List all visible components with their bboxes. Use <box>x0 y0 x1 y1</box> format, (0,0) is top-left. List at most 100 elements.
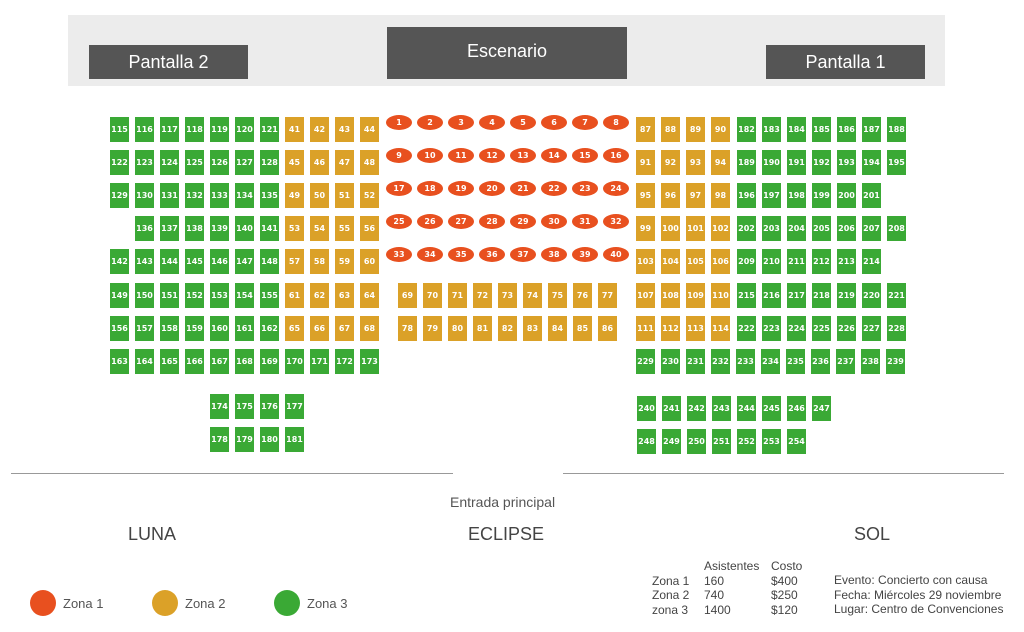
seat-200[interactable]: 200 <box>837 183 856 208</box>
seat-135[interactable]: 135 <box>260 183 279 208</box>
seat-148[interactable]: 148 <box>260 249 279 274</box>
seat-10[interactable]: 10 <box>417 148 443 163</box>
seat-198[interactable]: 198 <box>787 183 806 208</box>
seat-194[interactable]: 194 <box>862 150 881 175</box>
seat-7[interactable]: 7 <box>572 115 598 130</box>
seat-180[interactable]: 180 <box>260 427 279 452</box>
seat-164[interactable]: 164 <box>135 349 154 374</box>
seat-240[interactable]: 240 <box>637 396 656 421</box>
seat-98[interactable]: 98 <box>711 183 730 208</box>
seat-105[interactable]: 105 <box>686 249 705 274</box>
seat-170[interactable]: 170 <box>285 349 304 374</box>
seat-182[interactable]: 182 <box>737 117 756 142</box>
seat-65[interactable]: 65 <box>285 316 304 341</box>
seat-101[interactable]: 101 <box>686 216 705 241</box>
seat-25[interactable]: 25 <box>386 214 412 229</box>
seat-130[interactable]: 130 <box>135 183 154 208</box>
seat-35[interactable]: 35 <box>448 247 474 262</box>
seat-62[interactable]: 62 <box>310 283 329 308</box>
seat-47[interactable]: 47 <box>335 150 354 175</box>
seat-89[interactable]: 89 <box>686 117 705 142</box>
seat-168[interactable]: 168 <box>235 349 254 374</box>
seat-122[interactable]: 122 <box>110 150 129 175</box>
seat-59[interactable]: 59 <box>335 249 354 274</box>
seat-241[interactable]: 241 <box>662 396 681 421</box>
seat-243[interactable]: 243 <box>712 396 731 421</box>
seat-40[interactable]: 40 <box>603 247 629 262</box>
seat-43[interactable]: 43 <box>335 117 354 142</box>
seat-66[interactable]: 66 <box>310 316 329 341</box>
seat-94[interactable]: 94 <box>711 150 730 175</box>
seat-225[interactable]: 225 <box>812 316 831 341</box>
seat-207[interactable]: 207 <box>862 216 881 241</box>
seat-42[interactable]: 42 <box>310 117 329 142</box>
seat-79[interactable]: 79 <box>423 316 442 341</box>
seat-78[interactable]: 78 <box>398 316 417 341</box>
seat-23[interactable]: 23 <box>572 181 598 196</box>
seat-239[interactable]: 239 <box>886 349 905 374</box>
seat-172[interactable]: 172 <box>335 349 354 374</box>
seat-195[interactable]: 195 <box>887 150 906 175</box>
seat-133[interactable]: 133 <box>210 183 229 208</box>
seat-32[interactable]: 32 <box>603 214 629 229</box>
seat-80[interactable]: 80 <box>448 316 467 341</box>
seat-41[interactable]: 41 <box>285 117 304 142</box>
seat-84[interactable]: 84 <box>548 316 567 341</box>
seat-204[interactable]: 204 <box>787 216 806 241</box>
seat-223[interactable]: 223 <box>762 316 781 341</box>
seat-57[interactable]: 57 <box>285 249 304 274</box>
seat-165[interactable]: 165 <box>160 349 179 374</box>
seat-20[interactable]: 20 <box>479 181 505 196</box>
seat-6[interactable]: 6 <box>541 115 567 130</box>
seat-86[interactable]: 86 <box>598 316 617 341</box>
seat-146[interactable]: 146 <box>210 249 229 274</box>
seat-162[interactable]: 162 <box>260 316 279 341</box>
seat-26[interactable]: 26 <box>417 214 443 229</box>
seat-110[interactable]: 110 <box>711 283 730 308</box>
seat-152[interactable]: 152 <box>185 283 204 308</box>
seat-232[interactable]: 232 <box>711 349 730 374</box>
seat-108[interactable]: 108 <box>661 283 680 308</box>
seat-37[interactable]: 37 <box>510 247 536 262</box>
seat-115[interactable]: 115 <box>110 117 129 142</box>
seat-214[interactable]: 214 <box>862 249 881 274</box>
seat-252[interactable]: 252 <box>737 429 756 454</box>
seat-103[interactable]: 103 <box>636 249 655 274</box>
seat-51[interactable]: 51 <box>335 183 354 208</box>
seat-49[interactable]: 49 <box>285 183 304 208</box>
seat-90[interactable]: 90 <box>711 117 730 142</box>
seat-246[interactable]: 246 <box>787 396 806 421</box>
seat-77[interactable]: 77 <box>598 283 617 308</box>
seat-199[interactable]: 199 <box>812 183 831 208</box>
seat-242[interactable]: 242 <box>687 396 706 421</box>
seat-153[interactable]: 153 <box>210 283 229 308</box>
seat-71[interactable]: 71 <box>448 283 467 308</box>
seat-228[interactable]: 228 <box>887 316 906 341</box>
seat-13[interactable]: 13 <box>510 148 536 163</box>
seat-124[interactable]: 124 <box>160 150 179 175</box>
seat-206[interactable]: 206 <box>837 216 856 241</box>
seat-137[interactable]: 137 <box>160 216 179 241</box>
seat-163[interactable]: 163 <box>110 349 129 374</box>
seat-29[interactable]: 29 <box>510 214 536 229</box>
seat-235[interactable]: 235 <box>786 349 805 374</box>
seat-136[interactable]: 136 <box>135 216 154 241</box>
seat-74[interactable]: 74 <box>523 283 542 308</box>
seat-15[interactable]: 15 <box>572 148 598 163</box>
seat-150[interactable]: 150 <box>135 283 154 308</box>
seat-141[interactable]: 141 <box>260 216 279 241</box>
seat-75[interactable]: 75 <box>548 283 567 308</box>
seat-55[interactable]: 55 <box>335 216 354 241</box>
seat-193[interactable]: 193 <box>837 150 856 175</box>
seat-119[interactable]: 119 <box>210 117 229 142</box>
seat-187[interactable]: 187 <box>862 117 881 142</box>
seat-175[interactable]: 175 <box>235 394 254 419</box>
seat-99[interactable]: 99 <box>636 216 655 241</box>
seat-70[interactable]: 70 <box>423 283 442 308</box>
seat-205[interactable]: 205 <box>812 216 831 241</box>
seat-27[interactable]: 27 <box>448 214 474 229</box>
seat-238[interactable]: 238 <box>861 349 880 374</box>
seat-154[interactable]: 154 <box>235 283 254 308</box>
seat-12[interactable]: 12 <box>479 148 505 163</box>
seat-54[interactable]: 54 <box>310 216 329 241</box>
